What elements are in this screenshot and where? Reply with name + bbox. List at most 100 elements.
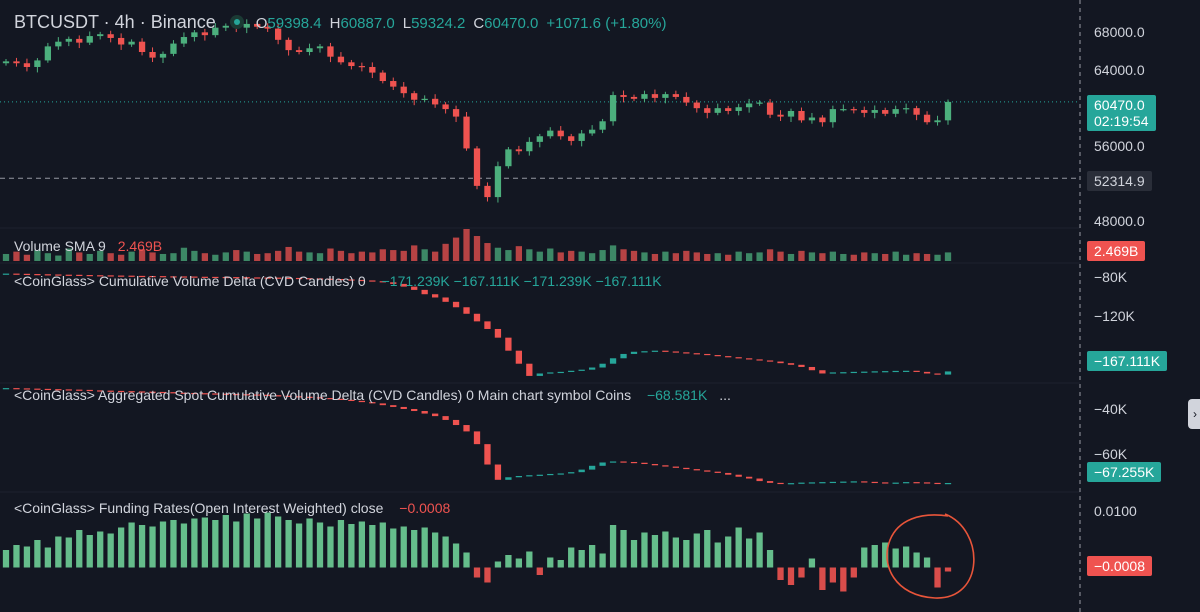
funding-bar (787, 567, 795, 585)
spot-cvd-candle (44, 388, 52, 391)
funding-bar (766, 550, 774, 568)
candle-body (44, 46, 52, 61)
candle-body (327, 46, 334, 57)
volume-label[interactable]: Volume SMA 9 (14, 238, 106, 254)
volume-bar (473, 236, 481, 261)
funding-bar (421, 527, 428, 568)
volume-bar (599, 250, 606, 261)
cvd-candle (191, 276, 198, 278)
funding-bar (463, 552, 470, 568)
funding-bar (829, 567, 837, 583)
spot-cvd-candle (107, 390, 114, 392)
candle-body (201, 32, 209, 36)
volume-bar (159, 253, 167, 261)
candle-body (840, 109, 847, 111)
funding-value: −0.0008 (399, 500, 451, 516)
candle-body (745, 103, 753, 108)
funding-bar (358, 521, 366, 568)
funding-bar (484, 567, 491, 583)
cvd-candle (829, 372, 837, 374)
volume-bar (191, 250, 198, 261)
bar-countdown: 02:19:54 (1094, 113, 1149, 129)
volume-bar (55, 255, 62, 261)
cvd-candle (944, 371, 952, 375)
candle-body (243, 23, 250, 28)
candle-body (944, 101, 952, 121)
cvd-candle (274, 277, 282, 279)
volume-bar (128, 251, 135, 261)
cvd-candle (620, 353, 627, 359)
funding-bar (473, 567, 481, 578)
volume-bar (588, 253, 596, 261)
volume-bar (756, 252, 763, 261)
funding-bar (861, 547, 868, 568)
price-tick-64000: 64000.0 (1094, 62, 1145, 78)
more-values-icon[interactable]: ... (719, 387, 731, 403)
cvd-candle (201, 276, 209, 278)
candle-body (431, 98, 439, 105)
cvd-candle (233, 277, 240, 279)
open-key: O (255, 15, 268, 32)
funding-label[interactable]: <CoinGlass> Funding Rates(Open Interest … (14, 500, 384, 516)
collapse-panel-chevron-icon[interactable]: › (1188, 399, 1200, 429)
funding-bar (641, 532, 648, 568)
spot-cvd-candle (23, 388, 31, 390)
candle-body (484, 185, 491, 198)
cvd-candle (672, 351, 680, 353)
volume-bar (316, 253, 324, 261)
candle-body (913, 108, 920, 115)
cvd-candle (756, 359, 763, 361)
candle-body (693, 102, 700, 109)
candle-body (641, 94, 648, 99)
spot-cvd-candle (274, 395, 282, 397)
funding-bar (233, 521, 240, 568)
funding-bar (609, 525, 617, 568)
cvd-candle (411, 286, 418, 290)
cvd-candle (316, 278, 324, 280)
cvd-candle (170, 276, 177, 278)
funding-bar (86, 535, 93, 568)
spot-cvd-label[interactable]: <CoinGlass> Aggregated Spot Cumulative V… (14, 387, 632, 403)
spot-cvd-candle (243, 394, 250, 396)
funding-bar (107, 533, 114, 568)
cvd-candle (934, 373, 941, 375)
funding-bar (547, 557, 554, 568)
volume-bar (285, 246, 292, 261)
candle-body (526, 141, 533, 152)
volume-bar (526, 249, 533, 261)
funding-bar (902, 546, 910, 568)
candle-body (578, 133, 585, 141)
cvd-candle (725, 356, 732, 358)
spot-cvd-candle (861, 481, 868, 483)
funding-tick-0100: 0.0100 (1094, 503, 1137, 519)
volume-bar (149, 252, 156, 261)
volume-bar (421, 249, 428, 261)
spot-cvd-candle (222, 393, 229, 395)
funding-bar (578, 550, 585, 568)
volume-bar (201, 253, 209, 261)
candle-body (599, 121, 606, 130)
funding-bar (201, 517, 209, 568)
spot-cvd-tick-60k: −60K (1094, 446, 1128, 462)
cvd-label[interactable]: <CoinGlass> Cumulative Volume Delta (CVD… (14, 273, 366, 289)
spot-cvd-candle (934, 482, 941, 485)
price-tick-56000: 56000.0 (1094, 138, 1145, 154)
funding-bar (379, 522, 386, 568)
cvd-candle (348, 279, 355, 281)
volume-bar (641, 252, 648, 261)
spot-cvd-candle (254, 394, 261, 396)
funding-bar (274, 516, 282, 568)
spot-cvd-candle (233, 393, 240, 396)
volume-bar (861, 252, 868, 261)
cvd-value-4: −167.111K (595, 273, 662, 289)
symbol-title[interactable]: BTCUSDT · 4h · Binance (14, 12, 216, 32)
volume-bar (630, 250, 638, 261)
spot-cvd-candle (704, 470, 711, 472)
volume-bar (295, 251, 303, 261)
candle-body (369, 66, 376, 73)
cvd-candle (13, 273, 20, 275)
funding-bar (568, 547, 575, 568)
candle-body (159, 53, 167, 58)
funding-bar (704, 530, 711, 568)
